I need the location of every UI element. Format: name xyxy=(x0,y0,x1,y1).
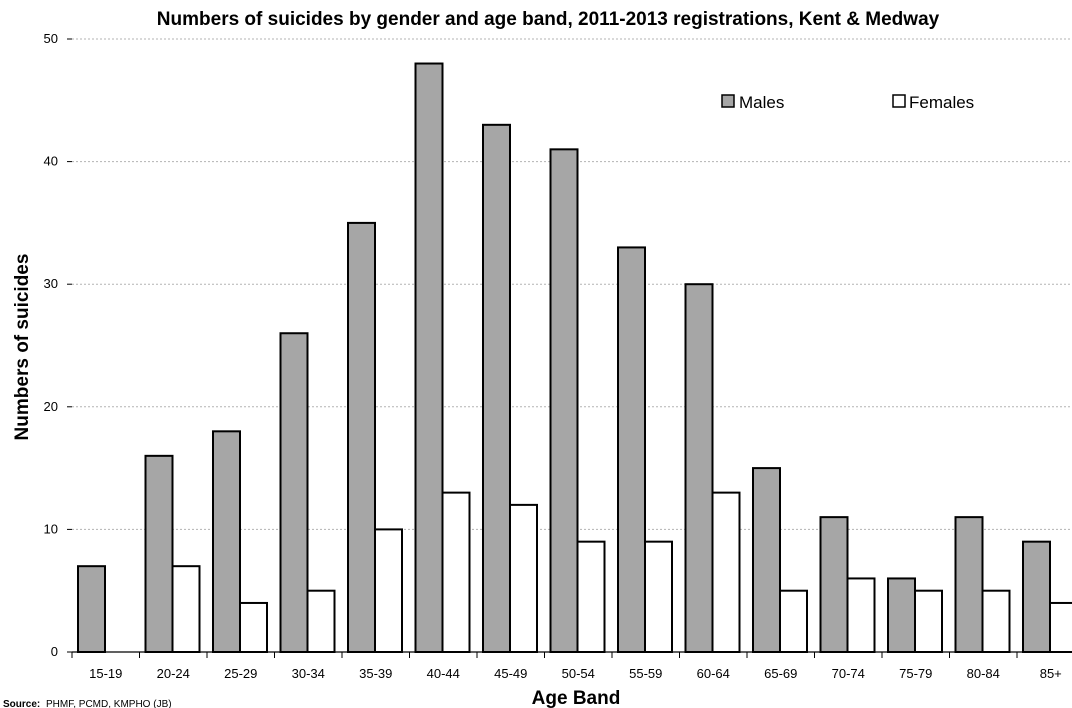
bar-females-45-49 xyxy=(509,503,538,653)
x-tick-label: 75-79 xyxy=(899,666,932,681)
bar-females-80-84 xyxy=(981,589,1011,654)
legend-label-males: Males xyxy=(739,93,784,112)
x-tick-label: 45-49 xyxy=(494,666,527,681)
bars xyxy=(77,62,1072,654)
x-axis: 15-19 20-24 25-29 30-34 35-39 40-44 45-49 50-54… xyxy=(71,651,1072,681)
bar-males-55-59 xyxy=(617,246,646,653)
legend-swatch-males xyxy=(721,94,735,108)
bar-males-65-69 xyxy=(752,467,781,653)
x-tick-label: 55-59 xyxy=(629,666,662,681)
bar-females-75-79 xyxy=(914,589,943,654)
bar-males-15-19 xyxy=(77,565,106,653)
bar-females-35-39 xyxy=(374,528,403,654)
bar-males-85+ xyxy=(1022,540,1051,653)
bar-females-70-74 xyxy=(846,577,876,653)
y-tick-label: 20 xyxy=(44,399,58,414)
x-tick-label: 65-69 xyxy=(764,666,797,681)
bar-males-45-49 xyxy=(482,123,511,653)
bar-males-70-74 xyxy=(819,516,849,654)
y-tick-label: 0 xyxy=(51,644,58,659)
y-tick-label: 50 xyxy=(44,31,58,46)
x-tick-label: 50-54 xyxy=(562,666,595,681)
x-tick-label: 85+ xyxy=(1040,666,1062,681)
legend-label-females: Females xyxy=(909,93,974,112)
bar-males-60-64 xyxy=(684,283,714,653)
x-tick-label: 30-34 xyxy=(292,666,325,681)
bar-females-55-59 xyxy=(644,540,673,653)
x-tick-label: 20-24 xyxy=(157,666,190,681)
bar-males-80-84 xyxy=(954,516,984,654)
bar-females-40-44 xyxy=(441,491,471,653)
legend: Males Females xyxy=(721,93,974,112)
bar-females-85+ xyxy=(1049,601,1072,654)
y-tick-label: 40 xyxy=(44,154,58,169)
bar-males-40-44 xyxy=(414,62,444,653)
bar-females-25-29 xyxy=(239,601,268,654)
x-tick-label: 15-19 xyxy=(89,666,122,681)
source-text: PHMF, PCMD, KMPHO (JB) xyxy=(46,699,172,708)
x-tick-label: 25-29 xyxy=(224,666,257,681)
bar-females-20-24 xyxy=(171,565,201,653)
bar-females-30-34 xyxy=(306,589,336,654)
bar-males-30-34 xyxy=(279,332,309,653)
chart-title: Numbers of suicides by gender and age ba… xyxy=(157,9,940,30)
source-note: Source: PHMF, PCMD, KMPHO (JB) xyxy=(3,699,172,708)
y-tick-labels: 0 10 20 30 40 50 xyxy=(44,31,72,659)
y-axis-title: Numbers of suicides xyxy=(12,254,33,441)
bar-females-60-64 xyxy=(711,491,741,653)
bar-males-50-54 xyxy=(549,148,579,653)
bar-males-25-29 xyxy=(212,430,241,653)
x-tick-label: 60-64 xyxy=(697,666,730,681)
x-tick-label: 35-39 xyxy=(359,666,392,681)
y-tick-label: 30 xyxy=(44,276,58,291)
x-tick-label: 80-84 xyxy=(967,666,1000,681)
x-axis-title: Age Band xyxy=(532,688,621,708)
bar-females-65-69 xyxy=(779,589,808,654)
source-label: Source: xyxy=(3,699,40,708)
bar-females-50-54 xyxy=(576,540,606,653)
x-tick-label: 70-74 xyxy=(832,666,865,681)
bar-males-75-79 xyxy=(887,577,916,653)
bar-males-35-39 xyxy=(347,221,376,653)
bar-males-20-24 xyxy=(144,454,174,653)
y-tick-label: 10 xyxy=(44,521,58,536)
x-tick-label: 40-44 xyxy=(427,666,460,681)
legend-swatch-females xyxy=(892,94,906,108)
